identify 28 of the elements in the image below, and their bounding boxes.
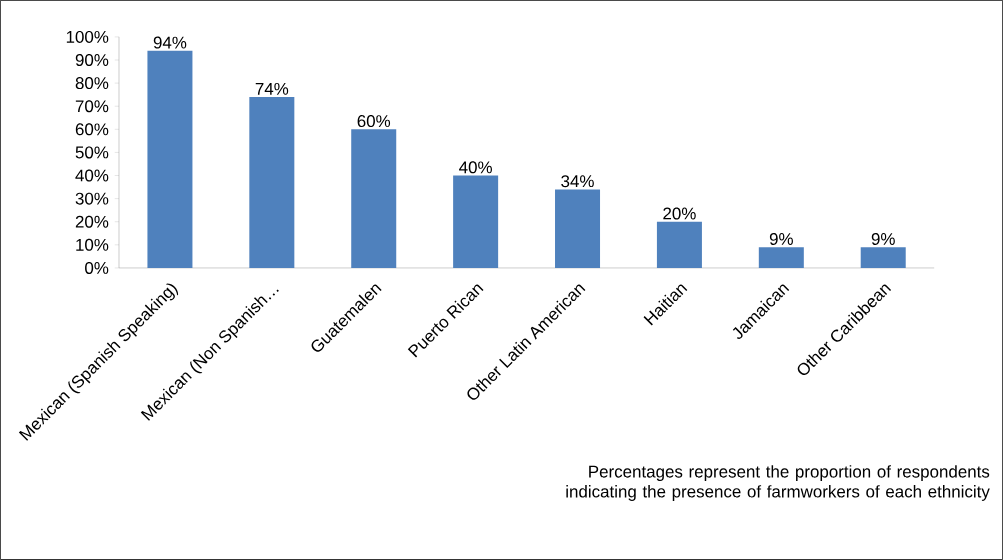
bar <box>453 175 499 268</box>
data-label: 9% <box>871 233 895 245</box>
data-label: 34% <box>561 175 594 188</box>
bar <box>860 247 906 268</box>
data-label: 9% <box>769 233 793 245</box>
y-tick-label: 20% <box>75 215 109 228</box>
bar <box>147 50 193 268</box>
text: Percentages represent the proportion of respondents indicating the presence of farmworkers of each ethnicity <box>566 465 990 501</box>
y-tick-label: 90% <box>75 54 109 67</box>
y-tick-label: 30% <box>75 192 109 205</box>
y-tick-label: 100% <box>66 30 109 43</box>
data-label: 94% <box>153 36 187 49</box>
y-tick-label: 50% <box>75 146 109 159</box>
data-label: 40% <box>459 161 492 174</box>
data-label: 20% <box>663 207 696 220</box>
data-label: 60% <box>357 115 391 128</box>
y-tick-label: 80% <box>75 77 109 90</box>
bar <box>351 129 397 268</box>
y-tick-label: 0% <box>85 261 109 274</box>
y-tick-label: 60% <box>75 123 109 136</box>
y-tick-label: 10% <box>76 238 109 251</box>
y-tick-label: 40% <box>75 169 109 182</box>
bar <box>555 189 601 268</box>
bar <box>656 221 702 268</box>
bar <box>758 247 804 268</box>
y-tick-label: 70% <box>75 100 109 113</box>
bar <box>249 97 295 268</box>
data-label: 74% <box>255 82 289 95</box>
